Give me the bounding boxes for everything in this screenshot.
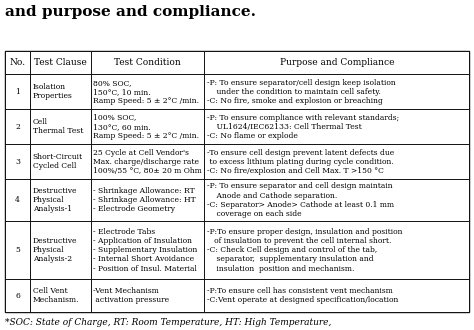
Text: -P:To ensure proper design, insulation and position
   of insulation to prevent : -P:To ensure proper design, insulation a… [207, 228, 402, 273]
Text: Cell Vent
Mechanism.: Cell Vent Mechanism. [33, 287, 79, 304]
Text: -Vent Mechanism
 activation pressure: -Vent Mechanism activation pressure [93, 287, 169, 304]
Text: 80% SOC,
150°C, 10 min.
Ramp Speed: 5 ± 2°C /min.: 80% SOC, 150°C, 10 min. Ramp Speed: 5 ± … [93, 79, 199, 105]
Bar [5, 179, 30, 221]
Text: -P: To ensure compliance with relevant standards;
    UL1624/IEC62133: Cell Ther: -P: To ensure compliance with relevant s… [207, 114, 399, 140]
Text: Cell
Thermal Test: Cell Thermal Test [33, 118, 83, 135]
Bar [30, 221, 91, 279]
Bar [204, 109, 469, 144]
Bar [5, 51, 30, 75]
Text: -To ensure cell design prevent latent defects due
 to excess lithium plating dur: -To ensure cell design prevent latent de… [207, 148, 394, 175]
Text: Destructive
Physical
Analysis-1: Destructive Physical Analysis-1 [33, 187, 77, 213]
Text: Purpose and Compliance: Purpose and Compliance [280, 58, 394, 67]
Text: 100% SOC,
130°C, 60 min.
Ramp Speed: 5 ± 2°C /min.: 100% SOC, 130°C, 60 min. Ramp Speed: 5 ±… [93, 114, 199, 140]
Text: Test Clause: Test Clause [34, 58, 87, 67]
Text: *SOC: State of Charge, RT: Room Temperature, HT: High Temperature,: *SOC: State of Charge, RT: Room Temperat… [5, 318, 331, 327]
Bar [91, 51, 204, 75]
Bar [30, 144, 91, 179]
Text: 5: 5 [15, 246, 20, 254]
Bar [204, 279, 469, 312]
Text: 3: 3 [15, 158, 20, 166]
Text: Short-Circuit
Cycled Cell: Short-Circuit Cycled Cell [33, 153, 83, 170]
Bar [91, 221, 204, 279]
Bar [91, 109, 204, 144]
Bar [5, 51, 469, 312]
Text: 1: 1 [15, 88, 20, 96]
Text: Isolation
Properties: Isolation Properties [33, 83, 73, 100]
Bar [5, 279, 30, 312]
Text: - Electrode Tabs
- Application of Insulation
- Supplementary Insulation
- Intern: - Electrode Tabs - Application of Insula… [93, 228, 198, 273]
Bar [30, 109, 91, 144]
Text: -P: To ensure separator/cell design keep isolation
    under the condition to ma: -P: To ensure separator/cell design keep… [207, 79, 396, 105]
Bar [204, 75, 469, 109]
Bar [204, 221, 469, 279]
Bar [30, 279, 91, 312]
Bar [91, 179, 204, 221]
Bar [91, 279, 204, 312]
Text: No.: No. [9, 58, 26, 67]
Text: - Shrinkage Allowance: RT
- Shrinkage Allowance: HT
- Electrode Geometry: - Shrinkage Allowance: RT - Shrinkage Al… [93, 187, 196, 213]
Bar [5, 221, 30, 279]
Text: 4: 4 [15, 196, 20, 204]
Text: 2: 2 [15, 123, 20, 131]
Bar [30, 179, 91, 221]
Bar [204, 179, 469, 221]
Text: -P: To ensure separator and cell design maintain
    Anode and Cathode separatio: -P: To ensure separator and cell design … [207, 182, 394, 218]
Text: Test Condition: Test Condition [114, 58, 181, 67]
Bar [5, 75, 30, 109]
Bar [30, 51, 91, 75]
Bar [5, 144, 30, 179]
Bar [30, 75, 91, 109]
Text: and purpose and compliance.: and purpose and compliance. [5, 5, 256, 19]
Bar [5, 109, 30, 144]
Bar [204, 144, 469, 179]
Text: 6: 6 [15, 292, 20, 300]
Text: 25 Cycle at Cell Vendor's
Max. charge/discharge rate
100%/55 °C, 80± 20 m Ohm: 25 Cycle at Cell Vendor's Max. charge/di… [93, 148, 202, 175]
Text: Destructive
Physical
Analysis-2: Destructive Physical Analysis-2 [33, 237, 77, 263]
Bar [91, 75, 204, 109]
Text: -P:To ensure cell has consistent vent mechanism
-C:Vent operate at designed spec: -P:To ensure cell has consistent vent me… [207, 287, 398, 304]
Bar [91, 144, 204, 179]
Bar [204, 51, 469, 75]
